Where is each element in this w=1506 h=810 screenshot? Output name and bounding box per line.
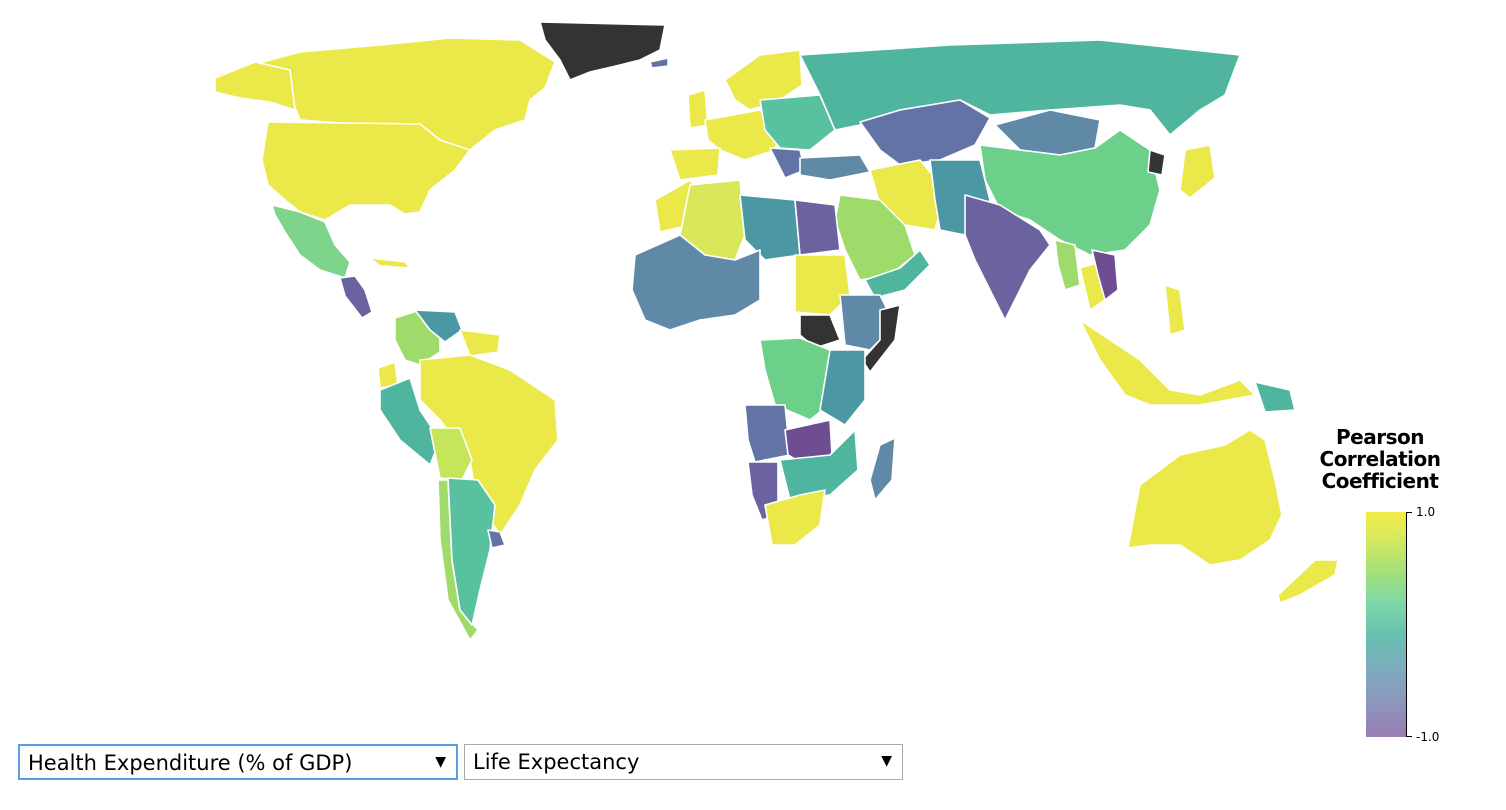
x-variable-select[interactable]: Health Expenditure (% of GDP) ▼ [18, 744, 458, 780]
country-madagascar[interactable] [869, 437, 896, 501]
country-indonesia[interactable] [1079, 319, 1256, 406]
country-south-sudan[interactable] [799, 314, 841, 349]
legend-title: Pearson Correlation Coefficient [1300, 426, 1460, 492]
country-libya[interactable] [739, 194, 801, 261]
country-myanmar[interactable] [1054, 239, 1081, 291]
country-new-zealand[interactable] [1277, 559, 1339, 604]
country-venezuela[interactable] [414, 309, 463, 343]
country-papua-new-guinea[interactable] [1254, 381, 1296, 413]
legend-max-label: 1.0 [1416, 505, 1436, 519]
country-east-africa[interactable] [819, 349, 866, 426]
country-cuba[interactable] [369, 257, 411, 269]
country-australia[interactable] [1127, 429, 1283, 566]
country-iceland[interactable] [649, 57, 669, 69]
world-choropleth-map [214, 21, 1339, 641]
legend-title-line-3: Coefficient [1321, 469, 1439, 493]
country-west-africa[interactable] [631, 234, 761, 331]
country-india[interactable] [964, 194, 1051, 321]
country-usa[interactable] [261, 121, 471, 221]
country-canada[interactable] [214, 37, 556, 166]
country-scandinavia[interactable] [724, 49, 803, 111]
country-vietnam-laos[interactable] [1091, 249, 1119, 301]
country-russia[interactable] [799, 39, 1241, 136]
legend-title-line-2: Correlation [1319, 447, 1441, 471]
country-alaska[interactable] [214, 61, 296, 111]
country-south-africa[interactable] [764, 489, 826, 546]
country-iberia[interactable] [669, 147, 721, 181]
legend-axis [1406, 512, 1407, 737]
legend-min-label: -1.0 [1416, 730, 1440, 744]
legend-tick-max [1406, 512, 1412, 513]
country-angola[interactable] [744, 404, 791, 463]
country-argentina[interactable] [447, 477, 496, 626]
legend-color-scale [1366, 512, 1406, 737]
country-central-america[interactable] [339, 275, 373, 319]
country-bolivia[interactable] [429, 427, 473, 481]
country-philippines[interactable] [1164, 284, 1186, 336]
x-variable-selected-value: Health Expenditure (% of GDP) [28, 751, 353, 775]
country-egypt[interactable] [794, 199, 841, 256]
country-sudan[interactable] [794, 254, 851, 316]
country-mexico[interactable] [271, 204, 351, 279]
y-variable-select[interactable]: Life Expectancy ▼ [464, 744, 903, 780]
chevron-down-icon: ▼ [435, 754, 446, 770]
country-japan[interactable] [1179, 144, 1216, 199]
country-greenland[interactable] [539, 21, 666, 81]
country-turkey[interactable] [799, 154, 871, 181]
country-somalia[interactable] [861, 304, 901, 373]
chevron-down-icon: ▼ [881, 753, 892, 769]
y-variable-selected-value: Life Expectancy [473, 750, 640, 774]
country-kazakhstan[interactable] [859, 99, 991, 166]
legend-title-line-1: Pearson [1336, 425, 1424, 449]
country-north-korea[interactable] [1147, 149, 1166, 176]
country-guyanas[interactable] [459, 329, 501, 357]
legend-tick-min [1406, 736, 1412, 737]
country-uruguay[interactable] [487, 529, 506, 549]
